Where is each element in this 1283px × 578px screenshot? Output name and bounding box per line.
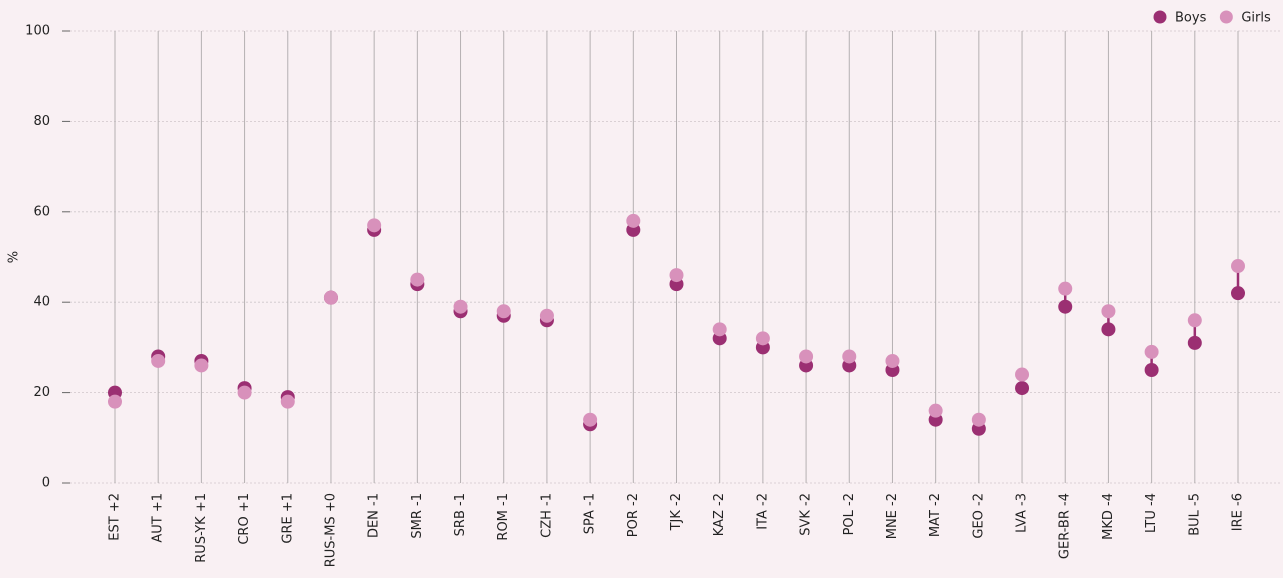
legend-marker bbox=[1219, 10, 1233, 24]
x-tick-label: LTU -4 bbox=[1144, 493, 1159, 533]
dot bbox=[971, 412, 986, 427]
x-tick-label: RUS-MS +0 bbox=[323, 493, 338, 567]
dot bbox=[410, 272, 425, 287]
dot bbox=[1144, 344, 1159, 359]
x-tick-label: BUL -5 bbox=[1187, 493, 1202, 536]
x-tick-label: GRE +1 bbox=[280, 493, 295, 544]
legend-label: Boys bbox=[1175, 11, 1207, 26]
dot bbox=[1101, 304, 1116, 319]
x-tick-label: ROM -1 bbox=[496, 493, 511, 541]
dot bbox=[842, 349, 857, 364]
x-tick-label: IRE -6 bbox=[1231, 493, 1246, 531]
x-tick-label: GEO -2 bbox=[971, 493, 986, 539]
x-tick-label: TJK -2 bbox=[669, 493, 684, 531]
y-tick-label: 40 bbox=[33, 295, 50, 310]
dot bbox=[799, 349, 814, 364]
x-tick-label: AUT +1 bbox=[151, 493, 166, 543]
x-tick-label: POR -2 bbox=[626, 493, 641, 537]
dot bbox=[453, 299, 468, 314]
dot bbox=[1015, 381, 1030, 396]
x-tick-label: SRB -1 bbox=[453, 493, 468, 536]
y-tick-label: 60 bbox=[33, 204, 50, 219]
x-tick-label: SPA -1 bbox=[583, 493, 598, 534]
dot bbox=[496, 304, 511, 319]
y-axis-label: % bbox=[7, 251, 22, 263]
x-tick-label: EST +2 bbox=[108, 493, 123, 541]
dot bbox=[1144, 363, 1159, 377]
x-tick-label: CZH -1 bbox=[539, 493, 554, 538]
dot bbox=[669, 268, 684, 283]
y-tick-label: 20 bbox=[33, 385, 50, 400]
x-tick-label: MNE -2 bbox=[885, 493, 900, 539]
dot bbox=[367, 218, 382, 233]
legend-marker bbox=[1153, 10, 1167, 24]
legend-label: Girls bbox=[1241, 11, 1271, 26]
dot bbox=[194, 358, 209, 373]
dot bbox=[1231, 259, 1245, 274]
dot bbox=[626, 213, 641, 228]
dot bbox=[108, 394, 122, 409]
x-tick-label: SMR -1 bbox=[410, 493, 425, 539]
dot bbox=[583, 412, 598, 427]
dot bbox=[539, 308, 554, 323]
dot bbox=[1187, 313, 1202, 328]
x-tick-label: DEN -1 bbox=[367, 493, 382, 538]
y-tick-label: 100 bbox=[25, 24, 50, 39]
dot bbox=[1101, 322, 1116, 337]
x-tick-label: KAZ -2 bbox=[712, 493, 727, 536]
dot bbox=[1187, 335, 1202, 350]
dot bbox=[885, 353, 900, 368]
x-tick-label: LVA -3 bbox=[1015, 493, 1030, 533]
x-tick-label: CRO +1 bbox=[237, 493, 252, 545]
y-tick-label: 0 bbox=[42, 476, 50, 491]
dot bbox=[237, 385, 252, 400]
x-tick-label: RUS-YK +1 bbox=[194, 493, 209, 563]
dot bbox=[712, 322, 727, 337]
dot bbox=[1058, 281, 1073, 296]
dot bbox=[323, 290, 338, 305]
dot bbox=[151, 353, 166, 368]
dot bbox=[1231, 286, 1245, 301]
x-tick-label: MKD -4 bbox=[1101, 493, 1116, 540]
dot bbox=[280, 394, 295, 409]
dot bbox=[928, 403, 943, 418]
x-tick-label: GER-BR -4 bbox=[1058, 493, 1073, 559]
x-tick-label: POL -2 bbox=[842, 493, 857, 535]
y-tick-label: 80 bbox=[33, 114, 50, 129]
x-tick-label: SVK -2 bbox=[799, 493, 814, 536]
x-tick-label: MAT -2 bbox=[928, 493, 943, 537]
dot bbox=[1058, 299, 1073, 314]
x-tick-label: ITA -2 bbox=[755, 493, 770, 530]
dot bbox=[1015, 367, 1030, 382]
dot bbox=[755, 331, 770, 346]
